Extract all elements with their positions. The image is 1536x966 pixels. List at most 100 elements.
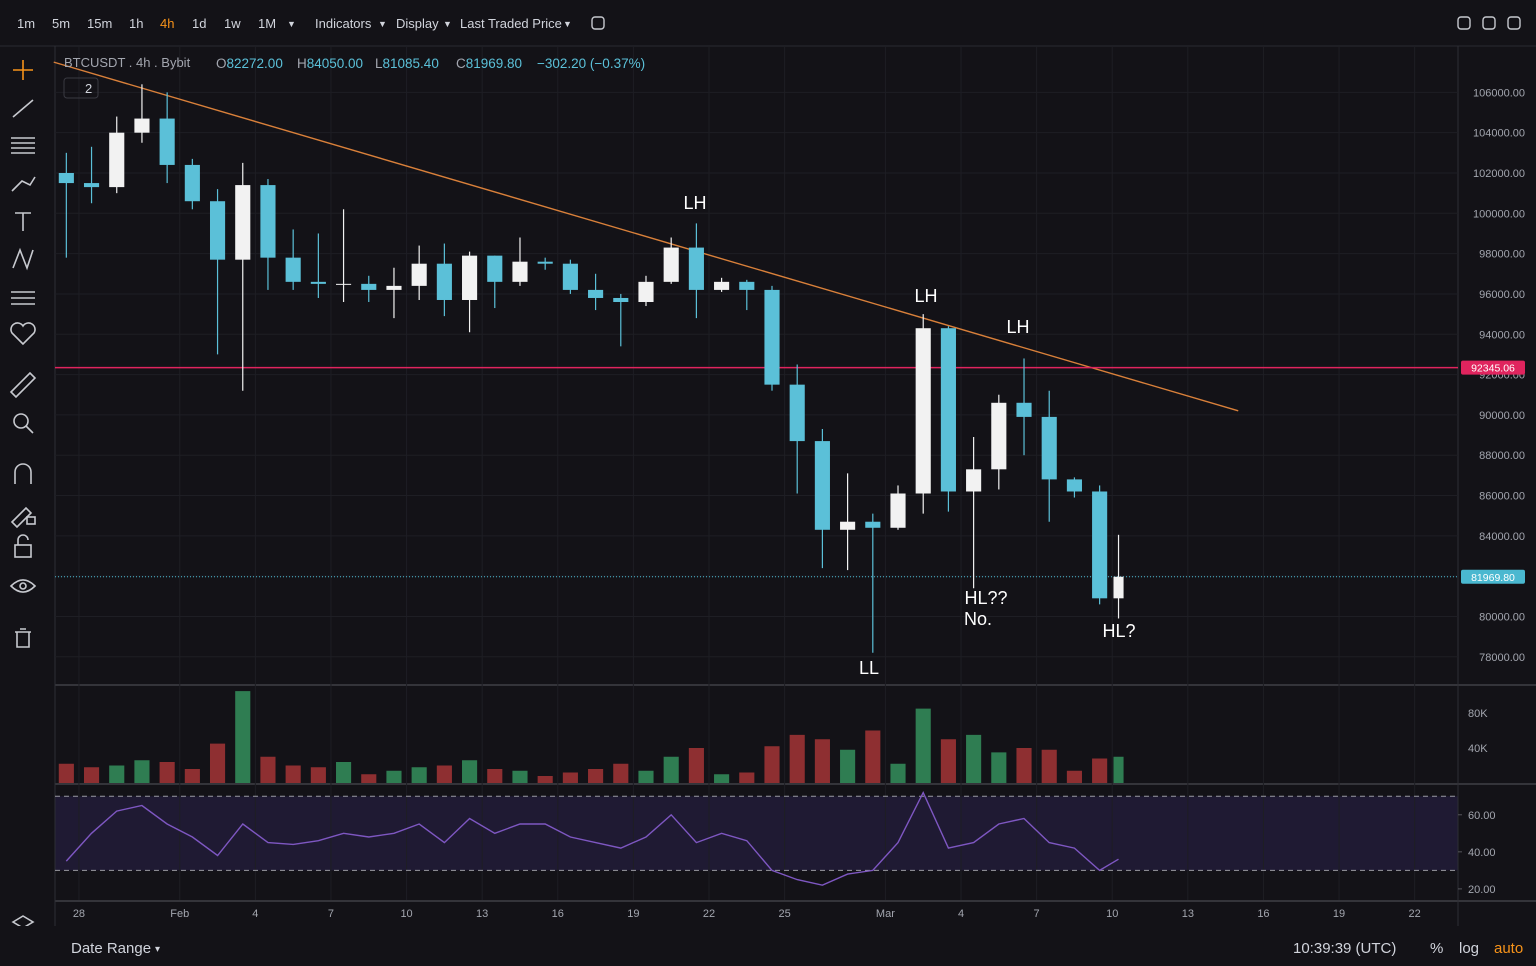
ohlc-label: C (456, 56, 466, 71)
ohlc-number: 82272.00 (227, 56, 283, 71)
candle-body (462, 255, 478, 300)
ohlc-number: 81969.80 (466, 56, 522, 71)
annotation: LH (683, 193, 706, 213)
ohlc-value: O82272.00 (216, 56, 283, 71)
trendline-tool[interactable] (12, 99, 34, 118)
y-tick-label: 100000.00 (1473, 208, 1525, 220)
lock-tool[interactable] (14, 534, 32, 558)
candle-body (739, 281, 755, 290)
volume-bar (940, 739, 956, 783)
x-tick-label: 7 (328, 908, 334, 920)
volume-bar (436, 765, 452, 783)
volume-bar (58, 763, 74, 783)
timeframe-button[interactable]: 1w (224, 16, 241, 31)
candle-body (613, 297, 629, 303)
timeframe-button[interactable]: 5m (52, 16, 71, 31)
text-tool[interactable] (15, 212, 31, 231)
price-label: 92345.06 (1471, 363, 1515, 375)
zoom-tool[interactable] (13, 413, 34, 434)
volume-bar (562, 772, 578, 783)
candle-body (588, 289, 604, 298)
candle-body (890, 493, 906, 528)
indicator-toggle[interactable] (63, 77, 99, 99)
timeframe-button[interactable]: 4h (160, 16, 175, 31)
candle-body (1113, 576, 1124, 599)
y-tick-label: 92000.00 (1479, 370, 1525, 382)
candle-body (940, 328, 956, 492)
timeframe-button[interactable]: 1h (129, 16, 144, 31)
y-tick-label: 82000.00 (1479, 571, 1525, 583)
candle-body (915, 328, 931, 494)
menu-caret[interactable]: ▼ (378, 19, 387, 29)
menu-button[interactable]: Last Traded Price (460, 16, 562, 31)
y-tick-label: 90000.00 (1479, 410, 1525, 422)
candle-body (285, 257, 301, 282)
trendline (53, 61, 1239, 412)
auto-toggle[interactable]: auto (1494, 940, 1524, 957)
bottom-bar: Date Range ▾ 10:39:39 (UTC) % log auto (0, 930, 1536, 966)
volume-tick-label: 40K (1468, 743, 1488, 755)
prediction-tool[interactable] (11, 291, 35, 305)
fib-tool[interactable] (11, 137, 35, 154)
candle-body (361, 283, 377, 290)
brush-tool[interactable] (11, 176, 36, 192)
candle-body (1066, 479, 1082, 492)
x-tick-label: 7 (1034, 908, 1040, 920)
y-tick-label: 96000.00 (1479, 289, 1525, 301)
symbol-label: BTCUSDT . 4h . Bybit (64, 55, 191, 70)
y-tick-label: 80000.00 (1479, 611, 1525, 623)
ruler-tool[interactable] (9, 371, 37, 399)
date-range-caret[interactable]: ▾ (155, 944, 161, 955)
volume-bar (285, 765, 301, 783)
magnet-tool[interactable] (14, 463, 32, 484)
candle-body (562, 263, 578, 290)
timeframe-button[interactable]: 1M (258, 16, 277, 31)
volume-bar (966, 734, 982, 783)
volume-bar (1113, 756, 1124, 783)
log-toggle[interactable]: log (1459, 940, 1480, 957)
rsi-tick-label: 20.00 (1468, 884, 1496, 896)
menu-caret[interactable]: ▼ (563, 19, 572, 29)
timeframe-button[interactable]: 1m (17, 16, 36, 31)
visibility-tool[interactable] (9, 579, 37, 593)
x-tick-label: 10 (400, 908, 412, 920)
timeframe-button[interactable]: 15m (87, 16, 113, 31)
ohlc-label: H (297, 56, 307, 71)
ohlc-label: O (216, 56, 227, 71)
volume-bar (1016, 747, 1032, 783)
x-tick-label: Mar (876, 908, 895, 920)
menu-button[interactable]: Indicators (315, 16, 372, 31)
percent-toggle[interactable]: % (1430, 940, 1444, 957)
delete-tool[interactable] (15, 628, 31, 648)
x-tick-label: 13 (1182, 908, 1194, 920)
candle-body (436, 263, 452, 300)
x-tick-label: 4 (958, 908, 964, 920)
volume-bar (109, 765, 125, 783)
x-tick-label: 13 (476, 908, 488, 920)
volume-bar (613, 763, 629, 783)
ohlc-number: −302.20 (−0.37%) (537, 56, 645, 71)
crosshair-tool[interactable] (13, 60, 33, 80)
volume-bar (638, 770, 654, 783)
edit-lock-tool[interactable] (10, 506, 36, 529)
menu-button[interactable]: Display (396, 16, 439, 31)
volume-bar (714, 774, 730, 783)
timeframe-more[interactable]: ▼ (287, 19, 296, 29)
indicator-count: 2 (85, 81, 92, 96)
date-range-button[interactable]: Date Range (71, 940, 152, 957)
favorites-tool[interactable] (10, 322, 36, 346)
layers-tool[interactable] (11, 915, 35, 934)
menu-caret[interactable]: ▼ (443, 19, 452, 29)
volume-bar (386, 770, 402, 783)
x-tick-label: 22 (703, 908, 715, 920)
volume-bar (512, 770, 528, 783)
x-tick-label: Feb (170, 908, 189, 920)
ohlc-number: 81085.40 (383, 56, 439, 71)
timeframe-button[interactable]: 1d (192, 16, 207, 31)
annotation: HL? (1102, 621, 1135, 641)
pattern-tool[interactable] (12, 247, 34, 271)
candle-body (58, 172, 74, 184)
candle-body (991, 402, 1007, 470)
volume-bar (361, 774, 377, 783)
volume-bar (764, 746, 780, 783)
